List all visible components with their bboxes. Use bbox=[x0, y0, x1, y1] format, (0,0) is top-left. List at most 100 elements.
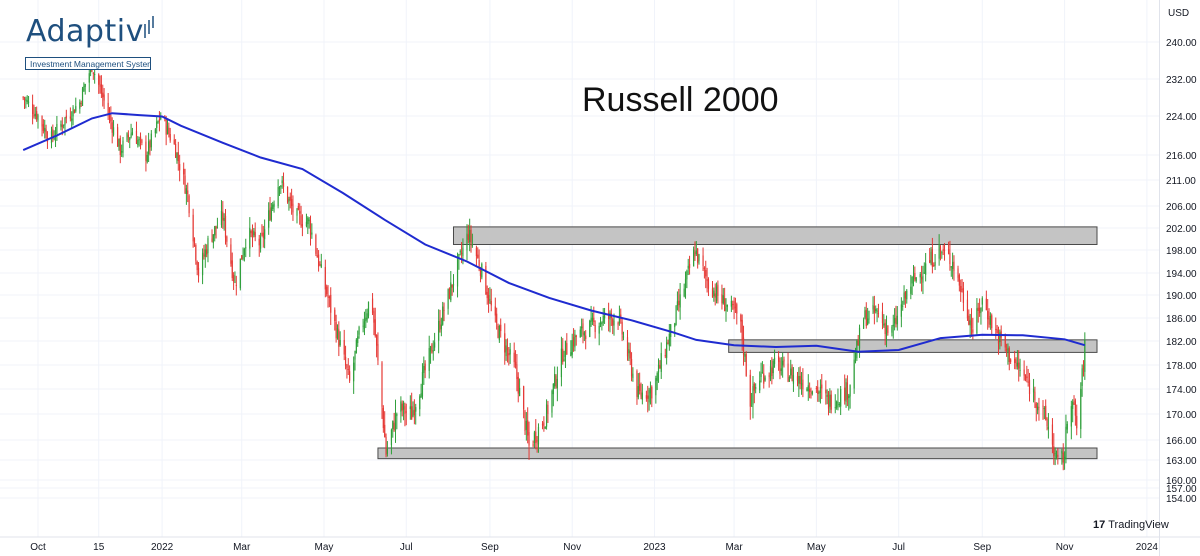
candle-body bbox=[71, 118, 73, 121]
candle bbox=[1047, 413, 1050, 439]
candle bbox=[243, 247, 245, 262]
candle bbox=[961, 279, 963, 293]
candle bbox=[676, 291, 679, 311]
candle bbox=[532, 440, 534, 448]
candle-body bbox=[853, 359, 855, 389]
candle bbox=[679, 283, 681, 320]
candle bbox=[102, 84, 104, 107]
candle bbox=[802, 368, 804, 398]
candle-body bbox=[1034, 391, 1036, 401]
candle bbox=[656, 371, 658, 391]
candle bbox=[75, 97, 77, 113]
candle bbox=[1081, 364, 1083, 397]
candle-body bbox=[231, 260, 233, 279]
candle-body bbox=[524, 411, 526, 432]
candle-body bbox=[910, 286, 912, 294]
candle bbox=[107, 92, 109, 120]
candle bbox=[458, 253, 460, 270]
candle-body bbox=[103, 94, 105, 101]
candle-body bbox=[52, 129, 54, 138]
candle-body bbox=[683, 288, 685, 297]
candle bbox=[560, 336, 563, 387]
candle bbox=[41, 115, 43, 137]
candle-body bbox=[185, 188, 187, 195]
candle bbox=[836, 400, 838, 410]
time-tick-label: Sep bbox=[481, 542, 499, 553]
candle bbox=[621, 318, 623, 342]
candle-body bbox=[809, 388, 811, 393]
candle bbox=[278, 186, 281, 196]
candle bbox=[817, 380, 819, 402]
candle-body bbox=[423, 366, 425, 373]
candle-body bbox=[999, 332, 1001, 343]
candle bbox=[448, 287, 451, 300]
candle-body bbox=[33, 114, 35, 117]
candle-body bbox=[1037, 406, 1039, 411]
candle-body bbox=[655, 378, 657, 396]
candle bbox=[177, 141, 179, 171]
candle bbox=[821, 374, 823, 399]
candle bbox=[683, 283, 685, 298]
candle bbox=[900, 297, 902, 328]
candle bbox=[845, 378, 847, 408]
candle bbox=[204, 243, 206, 268]
candle-body bbox=[60, 123, 62, 127]
candle bbox=[108, 107, 111, 124]
candle bbox=[657, 358, 660, 383]
candle bbox=[231, 252, 233, 282]
candle-body bbox=[826, 394, 828, 397]
candle-body bbox=[679, 294, 681, 308]
candle-body bbox=[764, 377, 766, 381]
candle-body bbox=[349, 371, 351, 381]
candle bbox=[1038, 397, 1040, 421]
candle bbox=[915, 276, 917, 283]
candle-body bbox=[214, 226, 216, 236]
candle bbox=[857, 335, 859, 346]
candle-body bbox=[442, 306, 444, 325]
candle-body bbox=[736, 304, 738, 314]
candle-body bbox=[779, 360, 781, 374]
candle bbox=[925, 252, 927, 282]
candle-body bbox=[572, 337, 575, 346]
candle bbox=[853, 350, 855, 394]
time-axis[interactable]: Oct 15 2022 Mar May Jul Sep Nov 2023 Mar May Jul Sep… bbox=[0, 536, 1200, 553]
candle bbox=[914, 266, 916, 282]
candle bbox=[554, 366, 556, 389]
candle-body bbox=[632, 373, 634, 379]
candle bbox=[343, 329, 345, 361]
candle-body bbox=[943, 249, 946, 251]
candle-body bbox=[460, 252, 463, 255]
candle-body bbox=[702, 255, 704, 266]
tradingview-watermark[interactable]: 17 TradingView bbox=[1093, 519, 1169, 531]
candle bbox=[575, 334, 577, 346]
candle bbox=[300, 205, 302, 228]
candle bbox=[891, 325, 893, 337]
candle-body bbox=[829, 394, 831, 407]
candle-body bbox=[479, 268, 482, 276]
candle bbox=[277, 179, 279, 209]
candle bbox=[1043, 406, 1045, 420]
candle-body bbox=[544, 426, 546, 429]
candle-body bbox=[282, 182, 285, 187]
candle bbox=[1063, 451, 1066, 470]
candle-body bbox=[374, 319, 376, 337]
candle-body bbox=[575, 335, 577, 338]
candle bbox=[941, 250, 943, 259]
candle bbox=[1026, 365, 1028, 383]
candle bbox=[989, 312, 991, 330]
candle bbox=[311, 223, 313, 239]
candle bbox=[603, 307, 606, 324]
candle bbox=[734, 297, 737, 313]
candle-body bbox=[405, 411, 407, 413]
candle-body bbox=[428, 348, 430, 371]
candle-body bbox=[938, 244, 940, 259]
candle-body bbox=[195, 244, 197, 261]
currency-label[interactable]: USD bbox=[1168, 8, 1190, 19]
candle-body bbox=[745, 354, 747, 376]
candle-body bbox=[497, 325, 499, 338]
candle bbox=[149, 139, 151, 156]
candle-body bbox=[307, 217, 309, 225]
candle-body bbox=[235, 284, 237, 286]
